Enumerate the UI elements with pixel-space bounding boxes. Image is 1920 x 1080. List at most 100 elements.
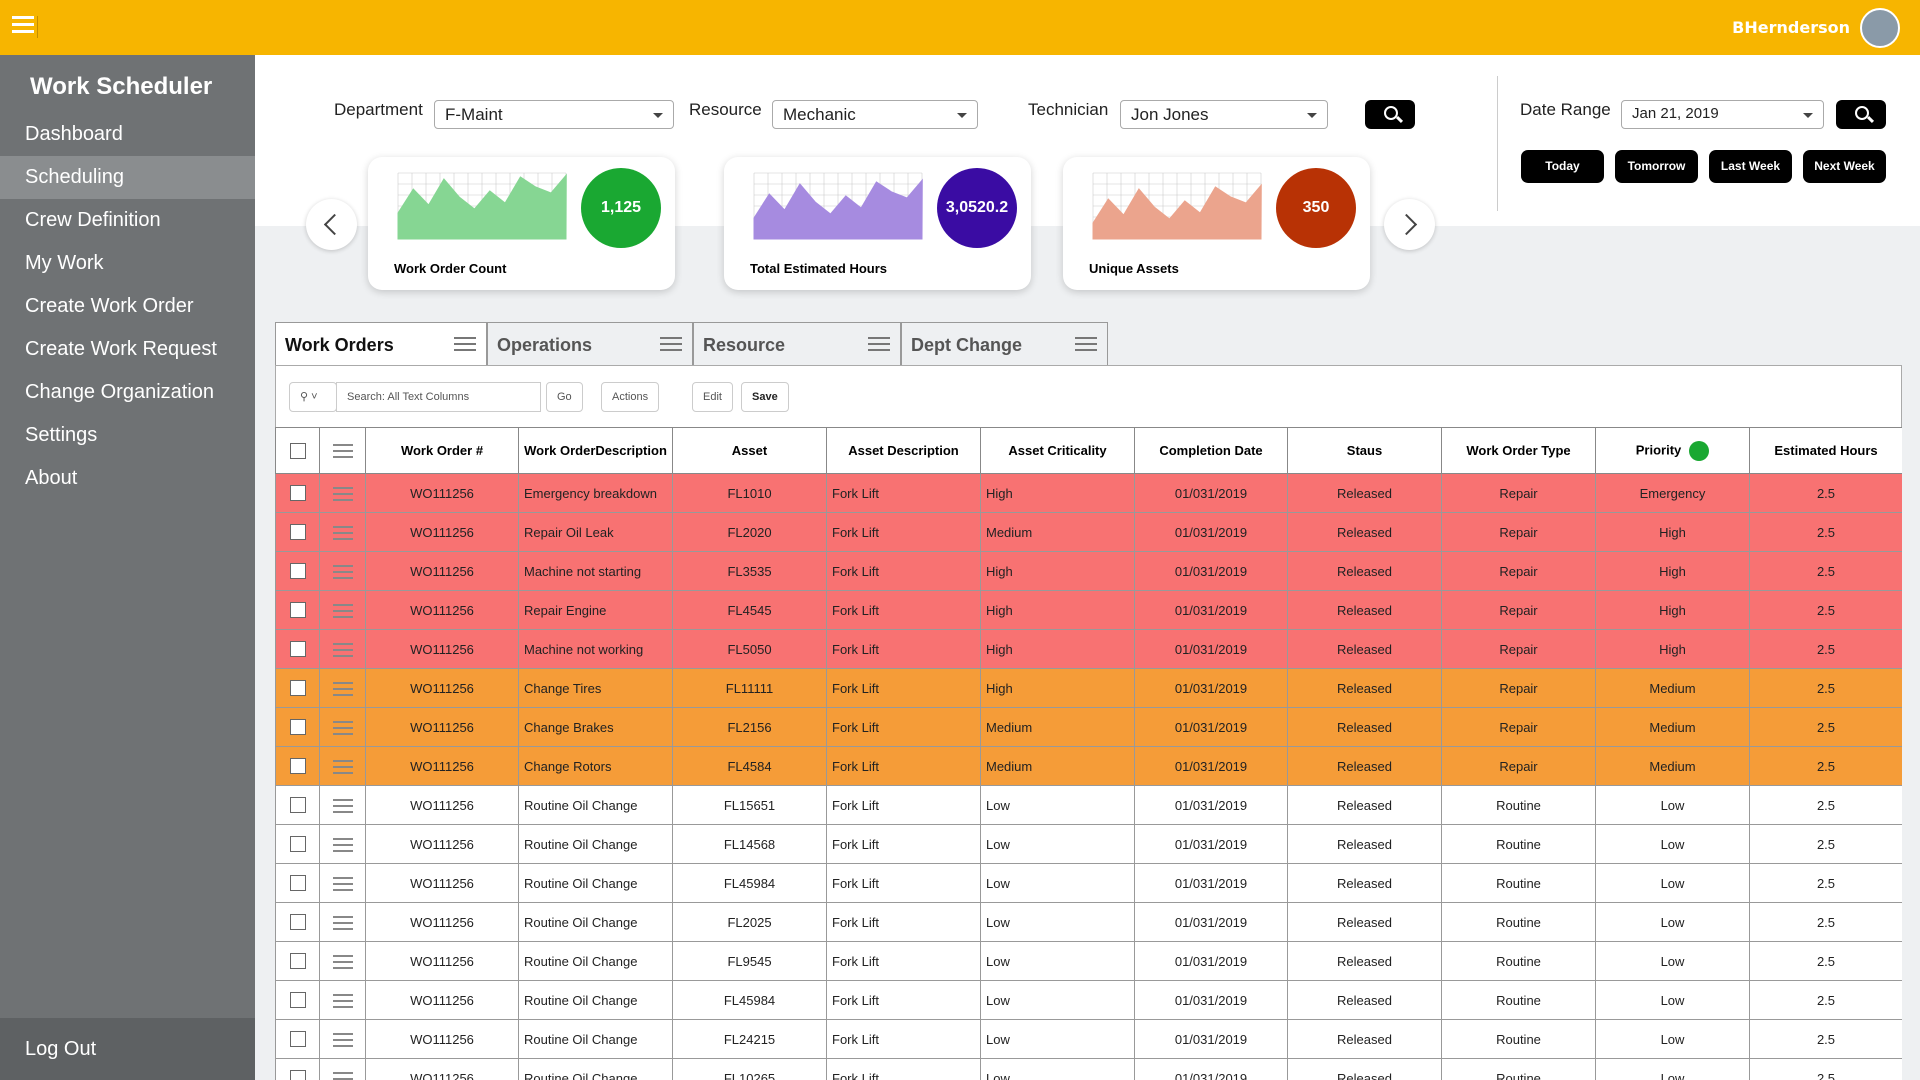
row-menu[interactable] <box>332 486 353 501</box>
nav-item[interactable]: Scheduling <box>0 156 255 199</box>
tab[interactable]: Operations <box>487 322 693 366</box>
cell: FL9545 <box>672 941 827 981</box>
nav-item[interactable]: Settings <box>25 424 98 446</box>
cell <box>319 980 366 1020</box>
avatar[interactable] <box>1860 8 1900 48</box>
row-checkbox[interactable] <box>289 524 306 541</box>
date-button[interactable]: Next Week <box>1803 150 1886 183</box>
tab[interactable]: Work Orders <box>275 322 487 366</box>
next-arrow[interactable] <box>1384 199 1435 250</box>
separator <box>1497 76 1498 211</box>
header-cell: Work Order # <box>365 427 519 474</box>
row-checkbox[interactable] <box>289 836 306 853</box>
row-checkbox[interactable] <box>289 758 306 775</box>
row-menu[interactable] <box>332 993 353 1008</box>
row-checkbox[interactable] <box>289 953 306 970</box>
nav-item[interactable]: Create Work Order <box>25 295 194 317</box>
cell: Repair <box>1441 512 1596 552</box>
cell: High <box>980 590 1135 630</box>
row-checkbox[interactable] <box>289 680 306 697</box>
row-menu[interactable] <box>332 954 353 969</box>
row-menu[interactable] <box>332 681 353 696</box>
tab-menu[interactable] <box>660 337 682 351</box>
save-button[interactable]: Save <box>741 382 789 412</box>
filter-select[interactable]: F-Maint <box>434 100 674 129</box>
row-checkbox[interactable] <box>289 485 306 502</box>
nav-item[interactable]: Change Organization <box>25 381 215 403</box>
nav-item[interactable]: About <box>25 467 78 489</box>
row-checkbox[interactable] <box>289 602 306 619</box>
row-menu[interactable] <box>332 837 353 852</box>
cell: Fork Lift <box>826 629 981 669</box>
date-picker[interactable]: Jan 21, 2019 <box>1621 100 1824 129</box>
row-checkbox[interactable] <box>289 719 306 736</box>
tab-menu[interactable] <box>454 337 476 351</box>
prev-arrow[interactable] <box>306 199 357 250</box>
row-checkbox[interactable] <box>289 563 306 580</box>
table-row: WO111256 Routine Oil Change FL45984 Fork Li… <box>275 863 1902 903</box>
row-menu[interactable] <box>332 720 353 735</box>
search-input[interactable]: Search: All Text Columns <box>336 382 541 412</box>
row-checkbox[interactable] <box>289 797 306 814</box>
cell: Fork Lift <box>826 1019 981 1059</box>
search-options[interactable]: ⚲ ˅ <box>289 382 337 412</box>
row-menu[interactable] <box>332 759 353 774</box>
filter-select[interactable]: Jon Jones <box>1120 100 1328 129</box>
date-button[interactable]: Today <box>1521 150 1604 183</box>
row-checkbox[interactable] <box>289 1070 306 1080</box>
row-checkbox[interactable] <box>289 875 306 892</box>
row-menu[interactable] <box>332 876 353 891</box>
tab-menu[interactable] <box>1075 337 1097 351</box>
cell: Fork Lift <box>826 980 981 1020</box>
cell: Repair <box>1441 473 1596 513</box>
row-checkbox[interactable] <box>289 641 306 658</box>
column-title: Priority <box>1635 441 1682 457</box>
cell: Fork Lift <box>826 746 981 786</box>
cell: Machine not working <box>518 629 673 669</box>
header-cell: Completion Date <box>1134 427 1288 474</box>
kpi-value: 350 <box>1276 168 1356 248</box>
cell: WO111256 <box>365 863 519 903</box>
date-search-button[interactable] <box>1836 100 1886 129</box>
header-cell: Staus <box>1287 427 1442 474</box>
table-row: WO111256 Repair Oil Leak FL2020 Fork Lift Me… <box>275 512 1902 552</box>
row-menu[interactable] <box>332 603 353 618</box>
nav-item[interactable]: Crew Definition <box>25 209 161 231</box>
cell: 2.5 <box>1749 707 1902 747</box>
search-button[interactable] <box>1365 100 1415 129</box>
cell: High <box>1595 551 1750 591</box>
nav-item[interactable]: Create Work Request <box>25 338 217 360</box>
actions-button[interactable]: Actions <box>601 382 660 412</box>
cell <box>319 707 366 747</box>
tab[interactable]: Dept Change <box>901 322 1108 366</box>
cell: High <box>1595 512 1750 552</box>
go-button[interactable]: Go <box>546 382 583 412</box>
table-wrapper: Work Order # Work OrderDescription Asset As… <box>275 427 1902 1080</box>
nav-item[interactable]: Dashboard <box>25 123 123 145</box>
sorted-icon <box>1689 440 1710 461</box>
date-button[interactable]: Last Week <box>1709 150 1792 183</box>
row-checkbox[interactable] <box>289 992 306 1009</box>
cell <box>275 707 320 747</box>
row-menu[interactable] <box>332 1071 353 1080</box>
cell: Released <box>1287 785 1442 825</box>
row-menu[interactable] <box>332 798 353 813</box>
row-menu[interactable] <box>332 525 353 540</box>
menu-button[interactable] <box>12 16 38 38</box>
date-button[interactable]: Tomorrow <box>1615 150 1698 183</box>
select-all[interactable] <box>289 442 306 459</box>
cell: FL14568 <box>672 824 827 864</box>
logout[interactable]: Log Out <box>0 1018 255 1080</box>
edit-button[interactable]: Edit <box>692 382 733 412</box>
row-menu[interactable] <box>332 564 353 579</box>
filter-select[interactable]: Mechanic <box>772 100 978 129</box>
row-menu[interactable] <box>332 915 353 930</box>
row-menu[interactable] <box>332 642 353 657</box>
nav-item[interactable]: My Work <box>25 252 104 274</box>
cell: Repair <box>1441 590 1596 630</box>
row-menu[interactable] <box>332 1032 353 1047</box>
tab[interactable]: Resource <box>693 322 901 366</box>
row-checkbox[interactable] <box>289 1031 306 1048</box>
row-checkbox[interactable] <box>289 914 306 931</box>
tab-menu[interactable] <box>868 337 890 351</box>
